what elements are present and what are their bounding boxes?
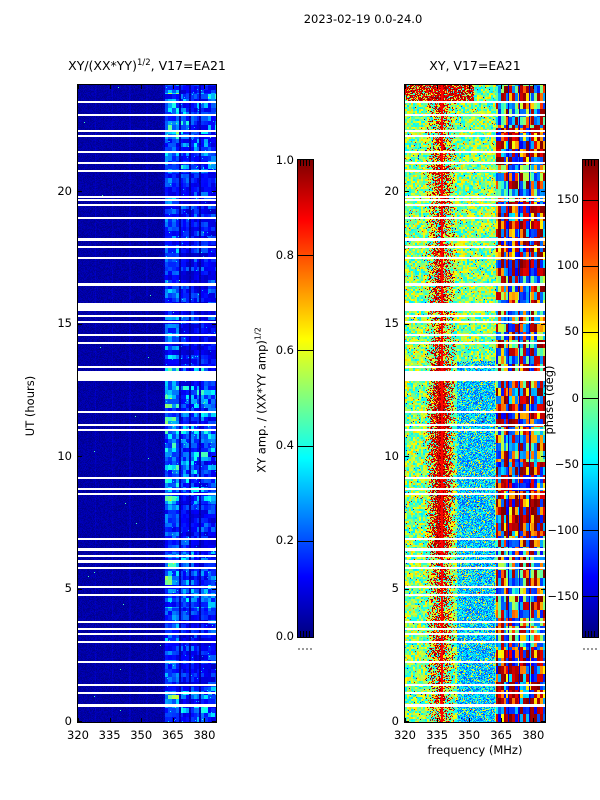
phase-colorbar-tick-label: −50 bbox=[554, 456, 579, 471]
amplitude-y-tick-label: 15 bbox=[57, 316, 72, 330]
phase-colorbar-tick-label: −100 bbox=[547, 522, 579, 537]
phase-x-tick-label: 350 bbox=[458, 728, 481, 742]
phase-colorbar-underflow-mark bbox=[583, 648, 597, 650]
phase-colorbar-tick-label: 100 bbox=[557, 258, 579, 273]
phase-colorbar-tick-label: 0 bbox=[571, 390, 579, 405]
amplitude-colorbar-canvas bbox=[298, 160, 313, 637]
amplitude-x-tick-label: 380 bbox=[193, 728, 216, 742]
amplitude-x-tick-label: 350 bbox=[130, 728, 153, 742]
amplitude-panel-title: XY/(XX*YY)1/2, V17=EA21 bbox=[68, 58, 226, 73]
amplitude-colorbar-tick-label: 0.6 bbox=[275, 342, 294, 357]
phase-heatmap-frame bbox=[404, 84, 546, 723]
phase-y-tick-label: 10 bbox=[384, 448, 399, 463]
phase-colorbar-tick-label: 50 bbox=[564, 324, 579, 339]
frequency-axis-label: frequency (MHz) bbox=[427, 743, 523, 757]
amplitude-colorbar-tick-label: 0.0 bbox=[275, 628, 294, 643]
amplitude-colorbar-tick-label: 0.4 bbox=[275, 438, 294, 453]
phase-y-tick-label: 0 bbox=[391, 713, 399, 728]
phase-y-tick-label: 15 bbox=[384, 316, 399, 330]
phase-colorbar-tick-label: −150 bbox=[547, 588, 579, 603]
amplitude-y-tick-label: 5 bbox=[64, 581, 72, 595]
amplitude-y-tick-label: 10 bbox=[57, 448, 72, 463]
amplitude-panel-title-base: XY/(XX*YY) bbox=[68, 58, 137, 74]
phase-x-tick-label: 335 bbox=[426, 728, 449, 742]
ut-axis-label: UT (hours) bbox=[23, 375, 37, 437]
amplitude-colorbar-tick-label: 0.8 bbox=[275, 247, 294, 262]
amplitude-colorbar-underflow-mark bbox=[298, 648, 312, 650]
phase-colorbar-canvas bbox=[583, 160, 598, 637]
amplitude-heatmap-canvas bbox=[78, 85, 216, 722]
amplitude-y-tick-label: 0 bbox=[64, 713, 72, 728]
amplitude-colorbar-tick-label: 1.0 bbox=[275, 152, 294, 167]
amplitude-colorbar-label-sup: 1/2 bbox=[253, 327, 263, 341]
phase-y-tick-label: 5 bbox=[391, 581, 399, 595]
phase-x-tick-label: 320 bbox=[394, 728, 416, 742]
amplitude-panel-title-rest: , V17=EA21 bbox=[150, 58, 226, 74]
amplitude-colorbar-tick-label: 0.2 bbox=[275, 533, 294, 548]
phase-panel-title: XY, V17=EA21 bbox=[429, 58, 521, 73]
amplitude-heatmap-frame bbox=[77, 84, 217, 723]
amplitude-x-tick-label: 365 bbox=[161, 728, 184, 742]
amplitude-colorbar-frame bbox=[297, 159, 314, 638]
amplitude-x-tick-label: 335 bbox=[98, 728, 121, 742]
amplitude-x-tick-label: 320 bbox=[67, 728, 89, 742]
phase-colorbar-frame bbox=[582, 159, 599, 638]
amplitude-panel-title-sup: 1/2 bbox=[136, 58, 151, 68]
amplitude-y-tick-label: 20 bbox=[57, 183, 72, 198]
phase-y-tick-label: 20 bbox=[384, 183, 399, 198]
figure-title: 2023-02-19 0.0-24.0 bbox=[303, 12, 423, 26]
phase-colorbar-tick-label: 150 bbox=[557, 192, 579, 207]
phase-x-tick-label: 380 bbox=[522, 728, 545, 742]
phase-heatmap-canvas bbox=[405, 85, 545, 722]
phase-x-tick-label: 365 bbox=[490, 728, 513, 742]
